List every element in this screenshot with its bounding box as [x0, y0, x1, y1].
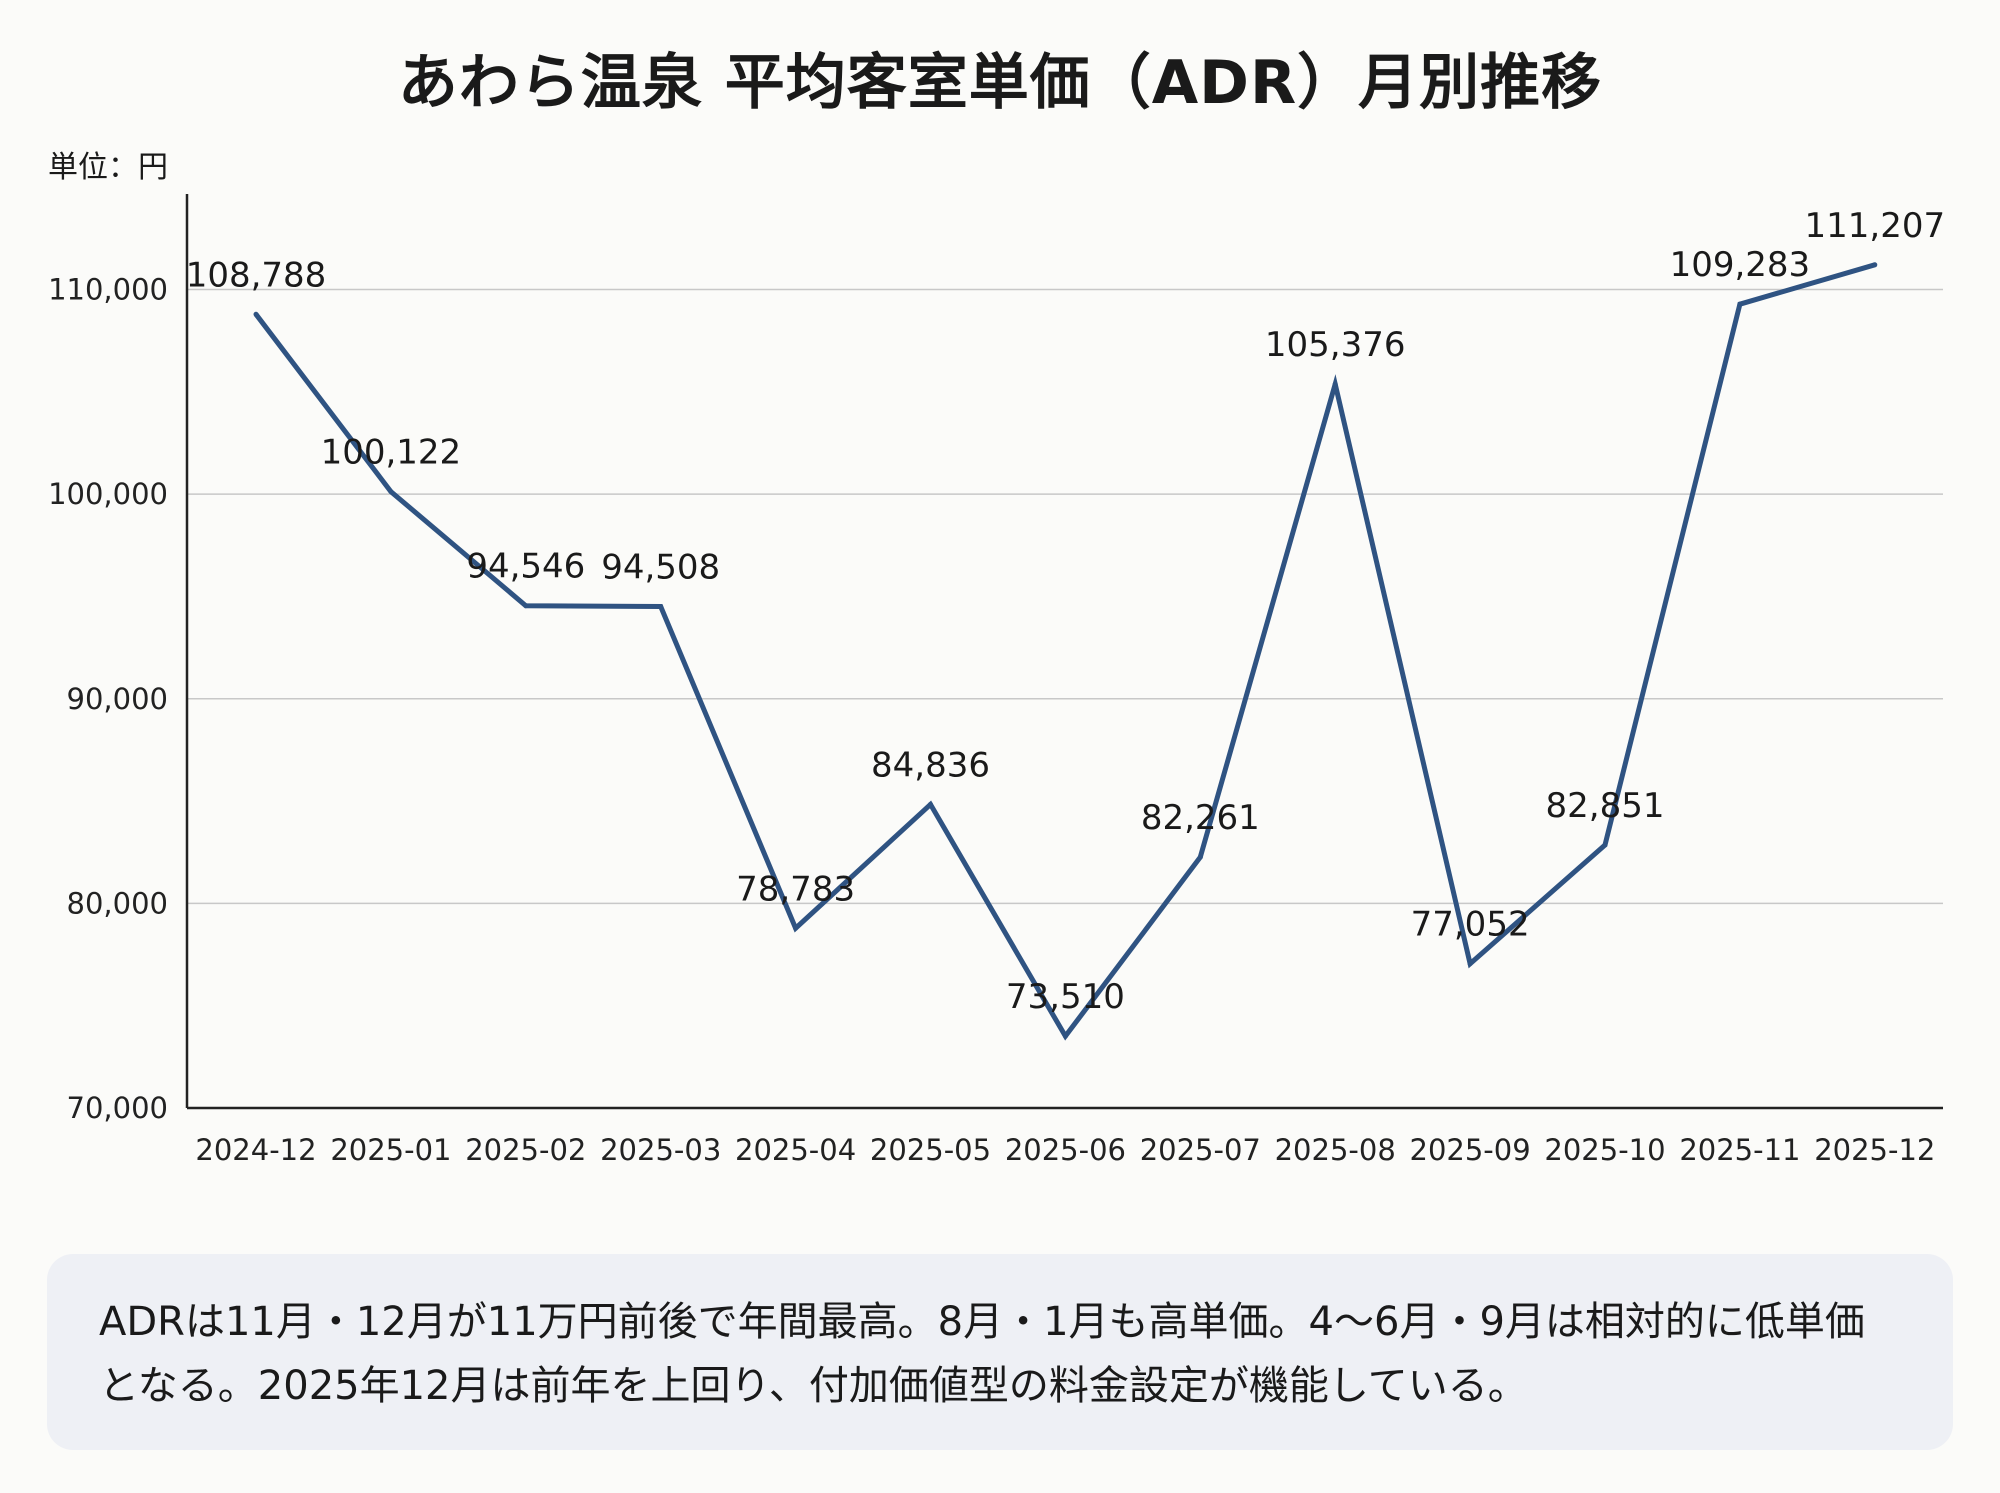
unit-label: 単位：円	[48, 150, 168, 185]
data-label: 111,207	[1804, 206, 1945, 246]
data-label: 82,851	[1546, 786, 1665, 826]
data-label: 77,052	[1411, 905, 1530, 945]
x-tick-label: 2025-01	[330, 1133, 451, 1167]
data-point	[1737, 301, 1743, 307]
data-point	[1467, 961, 1473, 967]
x-tick-label: 2025-09	[1410, 1133, 1531, 1167]
data-label: 73,510	[1006, 977, 1125, 1017]
x-tick-label: 2025-07	[1140, 1133, 1261, 1167]
data-label: 82,261	[1141, 798, 1260, 838]
data-label: 100,122	[321, 433, 462, 473]
data-point	[523, 603, 529, 609]
y-tick-label: 110,000	[48, 273, 168, 307]
data-label: 94,508	[601, 548, 720, 588]
summary-note: ADRは11月・12月が11万円前後で年間最高。8月・1月も高単価。4〜6月・9…	[47, 1254, 1953, 1450]
data-point	[1197, 854, 1203, 860]
data-point	[253, 311, 259, 317]
data-label: 84,836	[871, 745, 990, 785]
y-tick-label: 70,000	[67, 1091, 168, 1125]
x-tick-label: 2025-12	[1814, 1133, 1935, 1167]
chart-title: あわら温泉 平均客室単価（ADR）月別推移	[397, 48, 1603, 118]
data-point	[1062, 1033, 1068, 1039]
x-tick-label: 2025-04	[735, 1133, 856, 1167]
data-point	[658, 604, 664, 610]
x-tick-label: 2025-02	[465, 1133, 586, 1167]
data-point	[1332, 381, 1338, 387]
x-tick-label: 2025-03	[600, 1133, 721, 1167]
data-line	[254, 262, 1876, 1041]
y-tick-label: 90,000	[67, 682, 168, 716]
data-point	[928, 801, 933, 807]
data-point	[793, 925, 799, 931]
y-tick-label: 100,000	[48, 477, 168, 511]
x-tick-label: 2025-06	[1005, 1133, 1126, 1167]
data-label: 108,788	[186, 255, 327, 295]
line-chart: 70,000 80,000 90,000 100,000 110,000 2024-12 2…	[48, 194, 1945, 1167]
data-label: 105,376	[1265, 325, 1406, 365]
data-label: 78,783	[736, 869, 855, 909]
data-label: 94,546	[466, 547, 585, 587]
x-tick-label: 2024-12	[195, 1133, 316, 1167]
x-tick-label: 2025-10	[1544, 1133, 1665, 1167]
data-point	[1872, 262, 1878, 268]
data-point	[388, 489, 394, 495]
x-tick-label: 2025-11	[1679, 1133, 1800, 1167]
data-point	[1602, 842, 1608, 848]
y-tick-label: 80,000	[67, 886, 168, 920]
x-tick-label: 2025-08	[1275, 1133, 1396, 1167]
x-tick-label: 2025-05	[870, 1133, 991, 1167]
data-label: 109,283	[1670, 245, 1811, 285]
